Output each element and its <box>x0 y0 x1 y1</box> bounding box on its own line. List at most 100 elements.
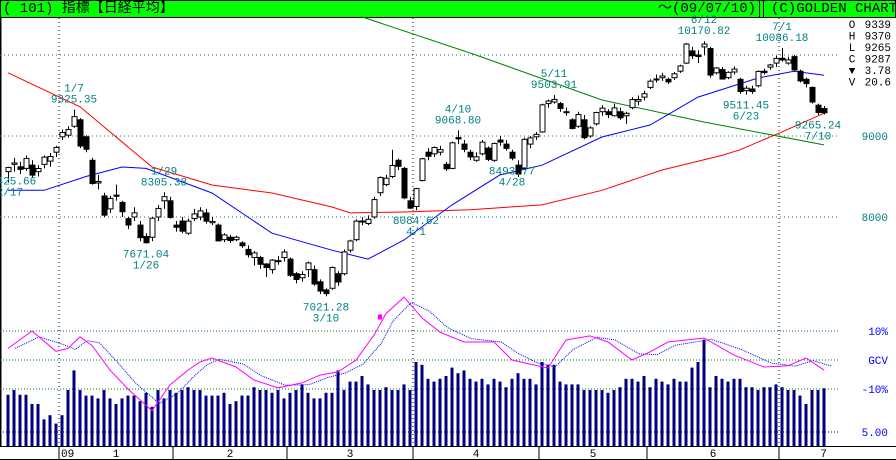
candle-up <box>527 137 534 145</box>
price-annotation: 9265.24 <box>795 121 842 133</box>
month-label: 09 <box>61 449 74 460</box>
candle-up <box>341 251 348 275</box>
candle-up <box>149 217 156 238</box>
volume-bar <box>684 381 688 446</box>
volume-bar <box>672 378 676 446</box>
date-range: ～(09/07/10) <box>658 1 757 17</box>
volume-bar <box>564 384 568 446</box>
candle-up <box>371 199 378 218</box>
candle-down <box>695 54 702 58</box>
candle-up <box>383 177 390 186</box>
price-annotation: 6/23 <box>733 112 759 124</box>
volume-bar <box>660 381 664 446</box>
candle-down <box>119 201 126 213</box>
volume-bar <box>558 381 562 446</box>
candle-down <box>497 139 504 143</box>
candle-down <box>779 57 786 61</box>
candle-up <box>305 262 312 271</box>
candle-up <box>269 259 276 271</box>
volume-bar <box>618 387 622 446</box>
volume-bar <box>774 384 778 446</box>
candle-up <box>65 129 72 136</box>
candle-down <box>335 273 342 283</box>
title-bar: ( 101) 指標【日経平均】 ～(09/07/10) (C)GOLDEN CH… <box>0 0 896 18</box>
volume-bar <box>588 390 592 446</box>
volume-bar <box>792 390 796 446</box>
volume-bar <box>630 378 634 446</box>
candle-down <box>89 159 96 185</box>
candle-down <box>425 151 432 157</box>
candle-down <box>443 163 450 170</box>
candle-up <box>773 57 780 64</box>
volume-bar <box>372 390 376 446</box>
candle-up <box>755 70 762 87</box>
divider <box>759 1 760 17</box>
candle-down <box>245 248 252 256</box>
candle-down <box>707 48 714 76</box>
gcv-axis-label: -10% <box>862 385 889 397</box>
month-label: 6 <box>710 449 717 460</box>
candle-up <box>35 167 42 173</box>
volume-bar <box>726 381 730 446</box>
volume-bar <box>576 384 580 446</box>
candle-up <box>299 274 306 279</box>
volume-bar <box>180 390 184 446</box>
candle-down <box>581 119 588 139</box>
volume-bar <box>240 395 244 446</box>
candle-up <box>635 98 642 102</box>
candle-up <box>347 240 354 251</box>
candle-up <box>419 158 426 182</box>
divider <box>763 1 764 17</box>
candle-up <box>713 67 720 74</box>
price-annotation: 10086.18 <box>756 33 809 45</box>
volume-bar <box>570 384 574 446</box>
volume-bar <box>678 381 682 446</box>
volume-bar <box>66 390 70 446</box>
candle-down <box>293 273 300 280</box>
volume-bar <box>60 415 64 446</box>
candle-down <box>791 56 798 71</box>
candle-down <box>395 159 402 167</box>
volume-bar <box>138 401 142 446</box>
candle-up <box>281 251 288 259</box>
candle-up <box>641 93 648 98</box>
candle-up <box>677 65 684 72</box>
month-label: 1 <box>113 449 120 460</box>
volume-bar <box>624 378 628 446</box>
volume-bar <box>198 390 202 446</box>
volume-bar <box>144 392 148 446</box>
volume-bar <box>432 381 436 446</box>
volume-bar <box>36 404 40 446</box>
volume-bar <box>330 392 334 446</box>
candle-up <box>599 107 606 113</box>
candle-up <box>95 181 102 184</box>
month-label: 4 <box>473 449 480 460</box>
candle-up <box>545 100 552 105</box>
ohlc-value: 3.78 <box>865 66 891 78</box>
volume-bar <box>204 395 208 446</box>
price-annotation: 9503.91 <box>531 80 578 92</box>
price-tick-label: 8000 <box>862 213 888 225</box>
candle-up <box>659 75 666 79</box>
candle-down <box>29 164 36 176</box>
candle-down <box>401 167 408 199</box>
price-annotation: 7021.28 <box>303 302 349 314</box>
volume-bar <box>708 387 712 446</box>
volume-bar <box>426 378 430 446</box>
candle-down <box>137 224 144 239</box>
volume-bar <box>102 390 106 446</box>
candle-down <box>803 78 810 85</box>
volume-bar <box>96 398 100 446</box>
candle-down <box>503 143 510 149</box>
ma-long-line <box>361 16 825 146</box>
volume-bar <box>510 378 514 446</box>
candle-up <box>377 176 384 194</box>
price-annotation: 7671.04 <box>123 250 170 262</box>
ohlc-key: ▼ <box>849 66 856 78</box>
ohlc-key: C <box>849 55 856 67</box>
price-annotation: 4/10 <box>445 104 471 116</box>
candle-up <box>671 73 678 79</box>
ohlc-value: 9287 <box>865 55 891 67</box>
candle-down <box>737 78 744 93</box>
volume-bar <box>744 387 748 446</box>
